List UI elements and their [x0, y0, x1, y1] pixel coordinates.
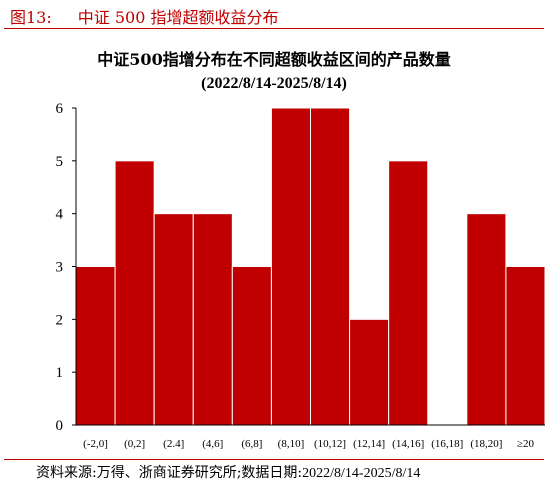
- y-tick-label-1: 1: [56, 365, 64, 381]
- x-tick-label-10: (18,20]: [470, 438, 502, 450]
- y-tick-labels: 0 1 2 3 4 5 6: [56, 101, 64, 434]
- axes-group: [72, 107, 545, 426]
- bar-1: [114, 160, 155, 426]
- bottom-divider: [4, 459, 544, 460]
- x-tick-label-4: (6,8]: [241, 438, 262, 450]
- top-divider: [4, 28, 544, 29]
- y-tick-label-0: 0: [56, 418, 64, 434]
- x-tick-labels: (-2,0] (0,2] (2.4] (4,6] (6,8] (8,10] (10,12] (…: [83, 438, 534, 450]
- source-label: 资料来源:: [36, 465, 97, 481]
- x-tick-label-3: (4,6]: [202, 438, 223, 450]
- x-tick-label-7: (12,14]: [353, 438, 385, 450]
- source-text: 万得、浙商证券研究所;数据日期:: [96, 465, 303, 481]
- source-date: 2022/8/14-2025/8/14: [302, 466, 421, 481]
- chart-subtitle: (2022/8/14-2025/8/14): [201, 75, 347, 92]
- y-tick-label-4: 4: [56, 207, 64, 223]
- x-tick-label-8: (14,16]: [392, 438, 424, 450]
- figure-caption-text: 中证 500 指增超额收益分布: [77, 8, 279, 27]
- y-tick-label-3: 3: [56, 260, 64, 276]
- x-tick-label-11: ≥20: [517, 438, 535, 450]
- bar-6: [310, 107, 351, 426]
- bar-5: [270, 107, 312, 426]
- chart-title: 中证500指增分布在不同超额收益区间的产品数量: [97, 50, 451, 69]
- x-tick-label-5: (8,10]: [278, 438, 305, 450]
- bar-2: [153, 213, 194, 426]
- bar-11: [505, 266, 546, 426]
- bar-7: [349, 318, 390, 426]
- figure-caption: 图13: 中证 500 指增超额收益分布: [10, 4, 278, 28]
- x-tick-label-2: (2.4]: [163, 438, 184, 450]
- bars-group: [75, 107, 546, 426]
- bar-3: [192, 213, 233, 426]
- bar-10: [466, 213, 507, 426]
- x-tick-label-9: (16,18]: [431, 438, 463, 450]
- bar-0: [75, 266, 116, 426]
- source-note: 资料来源:万得、浙商证券研究所;数据日期:2022/8/14-2025/8/14: [36, 462, 420, 482]
- x-tick-label-1: (0,2]: [124, 438, 145, 450]
- x-tick-label-0: (-2,0]: [83, 438, 108, 450]
- y-tick-label-6: 6: [56, 101, 64, 117]
- figure-number: 图13:: [10, 8, 52, 27]
- y-tick-label-5: 5: [56, 154, 64, 170]
- x-tick-label-6: (10,12]: [314, 438, 346, 450]
- y-tick-label-2: 2: [56, 312, 64, 328]
- bar-8: [388, 160, 429, 426]
- bar-4: [231, 266, 272, 426]
